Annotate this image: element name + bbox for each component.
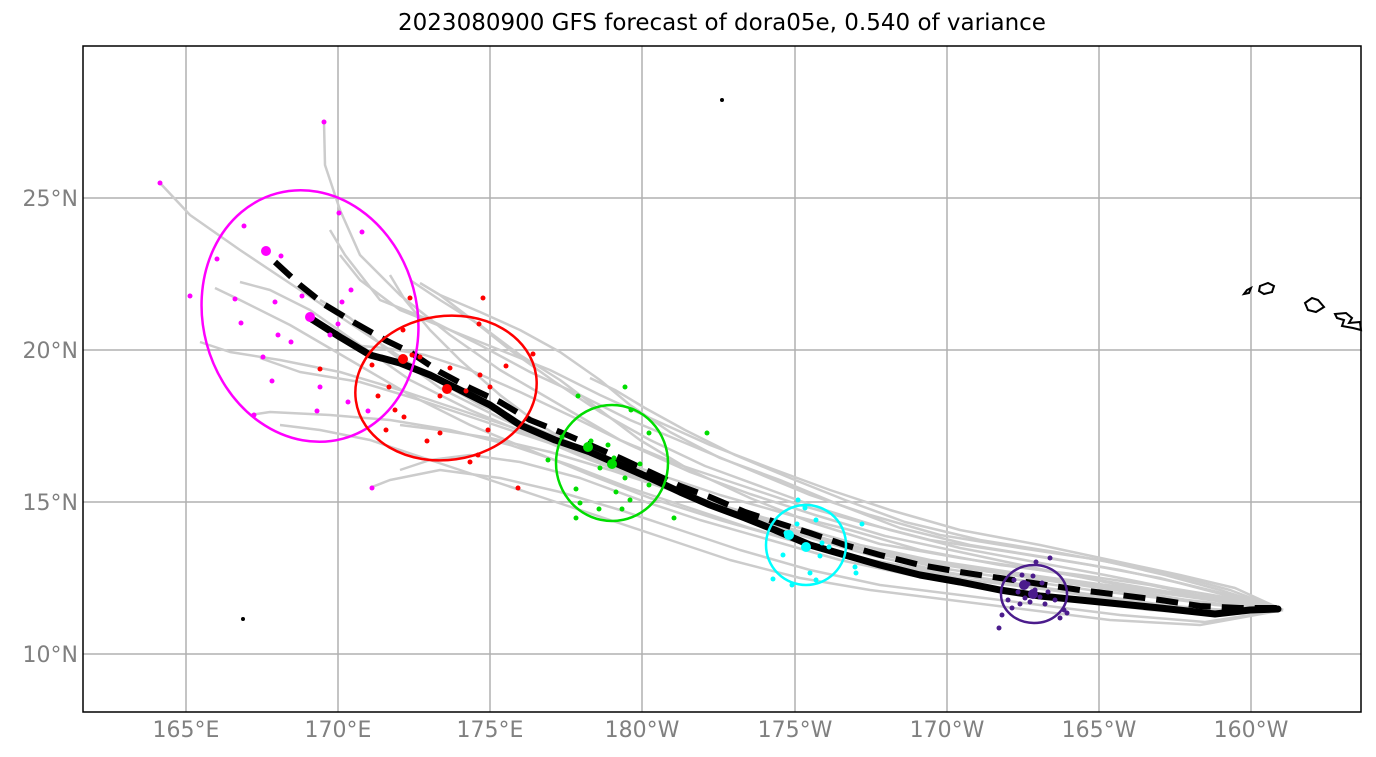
x-tick-label: 165°W [1062,718,1137,743]
plot-background [83,46,1361,712]
x-tick-labels: 165°E 170°E 175°E 180°W 175°W 170°W 165°… [153,718,1289,743]
x-tick-label: 175°E [457,718,524,743]
uncertainty-ellipse-red [354,314,538,462]
mean-position-red [398,354,408,364]
ensemble-track [214,286,1284,614]
pc-position-red [442,384,452,394]
plot-frame [82,45,1362,713]
x-tick-label: 165°E [153,718,220,743]
uncertainty-ellipse-magenta [200,188,420,444]
mean-position-green [583,442,593,452]
x-tick-label: 170°W [910,718,985,743]
x-tick-label: 170°E [305,718,372,743]
ensemble-track [419,281,1284,612]
ensemble-track [439,294,1284,612]
x-tick-label: 160°W [1214,718,1289,743]
pc-position-green [607,459,617,469]
y-tick-label: 20°N [23,339,78,364]
x-tick-label: 175°W [758,718,833,743]
pc-track-dashed [272,259,1278,611]
pc-position-purple [1028,589,1038,599]
uncertainty-ellipse-purple [999,563,1069,625]
island-oahu [1257,281,1276,296]
island-molokai-maui [1303,296,1326,314]
lead-cluster-cyan [764,497,865,588]
lead-cluster-magenta [157,119,420,491]
island-kauai [1241,285,1253,296]
ensemble-track [279,423,1284,627]
y-tick-label: 10°N [23,643,78,668]
y-tick-label: 25°N [23,187,78,212]
mean-position-purple [1019,580,1029,590]
ensemble-track [399,423,1283,612]
y-tick-labels: 25°N 20°N 15°N 10°N [23,187,78,668]
pc-position-cyan [801,542,811,552]
mean-position-magenta [261,246,271,256]
island-dot [720,98,724,102]
uncertainty-ellipse-green [554,403,670,523]
island-dot [241,617,245,621]
lead-cluster-green [545,384,710,523]
lead-cluster-red [317,295,538,491]
ensemble-track [589,376,1284,612]
ensemble-track [371,468,1284,624]
uncertainty-ellipse-cyan [764,503,848,587]
x-tick-label: 180°W [605,718,680,743]
mean-position-cyan [784,530,794,540]
ensemble-track [349,343,1284,612]
pc-position-magenta [305,312,315,322]
map-title: 2023080900 GFS forecast of dora05e, 0.54… [398,10,1046,36]
lead-cluster-purple [996,555,1070,631]
y-tick-label: 15°N [23,491,78,516]
